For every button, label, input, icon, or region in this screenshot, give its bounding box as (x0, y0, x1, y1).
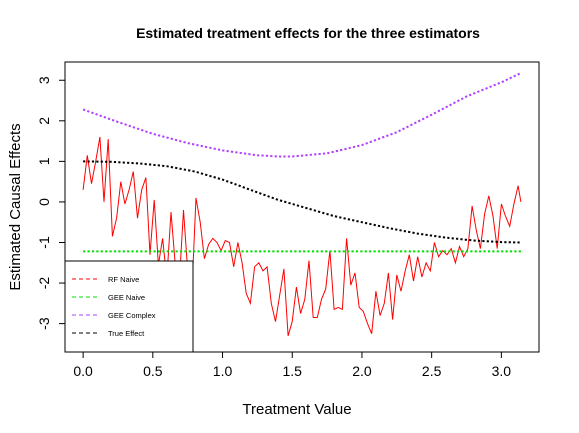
x-tick-label: 0.5 (143, 363, 163, 379)
x-axis-title: Treatment Value (242, 401, 351, 418)
x-tick-label: 2.0 (352, 363, 372, 379)
y-tick-label: 1 (36, 157, 52, 165)
y-tick-label: 2 (36, 117, 52, 125)
legend: RF Naive GEE Naive GEE Complex True Effect (65, 261, 193, 352)
y-tick-label: -1 (36, 236, 52, 249)
x-axis: 0.0 0.5 1.0 1.5 2.0 2.5 3.0 (73, 352, 511, 379)
series-line-gee-complex (83, 73, 521, 157)
legend-label-rf-naive: RF Naive (108, 275, 139, 284)
chart-title: Estimated treatment effects for the thre… (136, 25, 480, 41)
legend-label-gee-complex: GEE Complex (108, 311, 156, 320)
x-tick-label: 0.0 (73, 363, 93, 379)
y-tick-label: 3 (36, 76, 52, 84)
legend-label-gee-naive: GEE Naive (108, 293, 145, 302)
y-tick-label: -2 (36, 277, 52, 290)
y-tick-label: -3 (36, 317, 52, 330)
y-tick-label: 0 (36, 198, 52, 206)
x-tick-label: 2.5 (422, 363, 442, 379)
legend-label-true-effect: True Effect (108, 329, 145, 338)
x-tick-label: 3.0 (492, 363, 512, 379)
x-tick-label: 1.5 (283, 363, 303, 379)
y-axis: -3 -2 -1 0 1 2 3 (36, 76, 65, 330)
y-axis-title: Estimated Causal Effects (7, 123, 24, 290)
x-tick-label: 1.0 (213, 363, 233, 379)
